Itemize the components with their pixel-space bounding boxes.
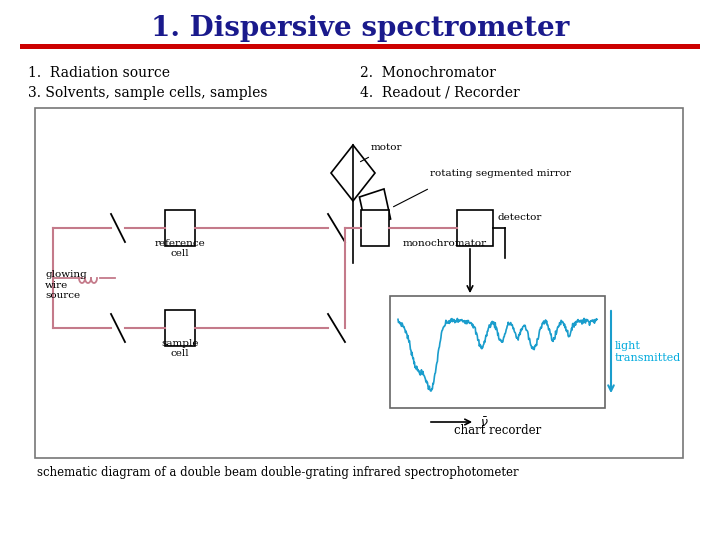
Text: 3. Solvents, sample cells, samples: 3. Solvents, sample cells, samples [28,86,268,100]
Text: 4.  Readout / Recorder: 4. Readout / Recorder [360,86,520,100]
Text: schematic diagram of a double beam double-grating infrared spectrophotometer: schematic diagram of a double beam doubl… [37,466,518,479]
Text: glowing
wire
source: glowing wire source [45,270,86,300]
Text: 1.  Radiation source: 1. Radiation source [28,66,170,80]
Bar [35,108,683,458]
Text: motor: motor [371,143,402,152]
Text: chart recorder: chart recorder [454,424,541,437]
Text: sample
cell: sample cell [161,339,199,358]
Text: 1. Dispersive spectrometer: 1. Dispersive spectrometer [150,15,570,42]
Text: 2.  Monochromator: 2. Monochromator [360,66,496,80]
Bar [20,44,700,49]
Text: light
transmitted: light transmitted [615,341,681,363]
Text: rotating segmented mirror: rotating segmented mirror [430,169,571,178]
Polygon shape [331,145,375,201]
Text: $\bar{\nu}$: $\bar{\nu}$ [480,416,489,430]
Polygon shape [359,189,390,227]
Bar [165,210,195,246]
Text: reference
cell: reference cell [155,239,205,258]
Text: monochromator: monochromator [403,239,487,248]
Bar [361,210,389,246]
Bar [165,310,195,346]
Text: detector: detector [497,213,541,222]
Bar [457,210,493,246]
Bar [390,296,605,408]
